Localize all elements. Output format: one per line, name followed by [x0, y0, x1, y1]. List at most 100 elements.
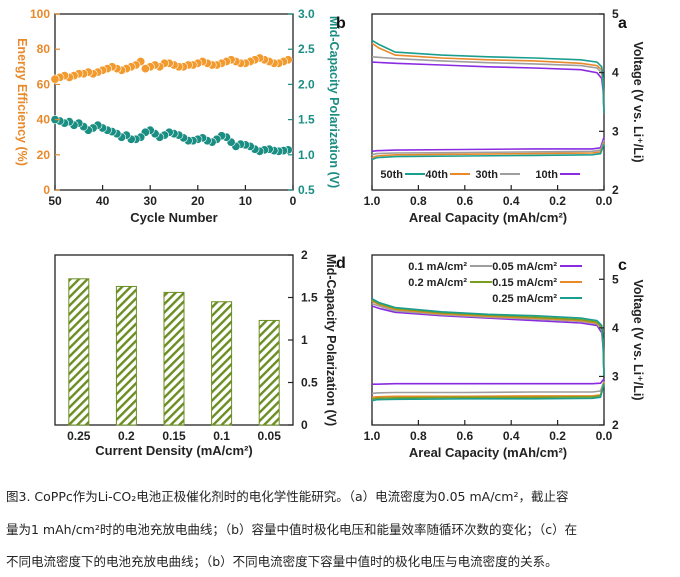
- panel-c-letter: c: [618, 257, 627, 274]
- panel-a-xtick-label: 0.2: [549, 194, 566, 208]
- panel-b-xtick-label: 30: [144, 194, 158, 208]
- panel-d-xtick-label: 0.2: [118, 429, 135, 443]
- panel-b-xtick-label: 40: [96, 194, 110, 208]
- panel-c-xtick-label: 0.6: [456, 429, 473, 443]
- series-5-discharge-curve: [371, 383, 605, 402]
- polarization-bar: [211, 301, 233, 426]
- panel-b-left-tick-label: 0: [43, 183, 50, 197]
- efficiency-point: [50, 74, 60, 84]
- panel-b-right-tick-label: 2.5: [298, 42, 315, 56]
- panel-d-xtick-label: 0.05: [258, 429, 282, 443]
- panel-d-ylabel: Mid-Capacity Polarization (V): [324, 254, 338, 426]
- panel-a-ytick-label: 5: [612, 7, 619, 21]
- panel-a-ytick-label: 4: [612, 66, 619, 80]
- panel-c-xtick-label: 0.0: [596, 429, 613, 443]
- efficiency-point: [140, 64, 150, 74]
- panel-b-right-tick-label: 1.5: [298, 113, 315, 127]
- panel-d-xtick-label: 0.25: [67, 429, 91, 443]
- panel-c-xtick-label: 0.2: [549, 429, 566, 443]
- panel-a-letter: a: [618, 15, 627, 32]
- panel-c-ylabel: Voltage (V vs. Li⁺/Li): [631, 280, 645, 401]
- series-3-discharge-curve: [371, 142, 605, 159]
- panel-c-ytick-label: 3: [612, 369, 619, 383]
- legend-label-1: 0.05 mA/cm²: [492, 261, 557, 273]
- panel-b-left-tick-label: 60: [37, 77, 51, 91]
- polarization-bar: [163, 291, 185, 426]
- panel-d-letter: d: [336, 255, 346, 272]
- panel-b-right-tick-label: 3.0: [298, 7, 315, 21]
- series-4-discharge-curve: [371, 143, 605, 161]
- panel-c-rate-profiles: 0.0 0.2 0.4 0.6 0.8 1.0 2 3 4 5 Areal Capacity (mA…: [364, 254, 645, 460]
- panel-c-ytick-label: 4: [612, 321, 619, 335]
- panel-b-frame: [54, 13, 294, 191]
- panel-a-ytick-label: 2: [612, 183, 619, 197]
- series-3-discharge-curve: [371, 382, 605, 399]
- panel-a-xlabel: Areal Capacity (mAh/cm²): [409, 210, 567, 225]
- series-2-discharge-curve: [371, 381, 605, 395]
- legend-label-4: 50th: [380, 169, 403, 181]
- legend-label-5: 0.25 mA/cm²: [492, 293, 557, 305]
- polarization-bar: [115, 285, 137, 426]
- panel-d-xtick-label: 0.1: [213, 429, 230, 443]
- panel-a-ytick-label: 3: [612, 124, 619, 138]
- panel-a-voltage-profiles: 0.0 0.2 0.4 0.6 0.8 1.0 2 3 4 5 Areal Capacity (mA…: [364, 7, 645, 225]
- panel-a-xtick-label: 0.8: [410, 194, 427, 208]
- panel-b-efficiency-polarization: 010203040500204060801000.51.01.52.02.53.…: [15, 7, 346, 225]
- panel-b-left-tick-label: 40: [37, 113, 51, 127]
- panel-b-xlabel: Cycle Number: [130, 210, 217, 225]
- panel-b-xtick-label: 10: [239, 194, 253, 208]
- polarization-bar: [68, 278, 90, 426]
- panel-a-xtick-label: 0.0: [596, 194, 613, 208]
- panel-d-ytick-label: 2: [301, 248, 308, 262]
- legend-label-2: 30th: [475, 169, 498, 181]
- panel-d-ytick-label: 0: [301, 418, 308, 432]
- panel-b-xtick-label: 20: [191, 194, 205, 208]
- series-4-discharge-curve: [371, 382, 605, 400]
- legend-label-1: 10th: [535, 169, 558, 181]
- panel-d-polarization-bars: 0.05 0.1 0.15 0.2 0.25 0 0.5 1 1.5 2 Current Densi…: [54, 248, 346, 458]
- panel-b-left-tick-label: 80: [37, 42, 51, 56]
- panel-b-right-tick-label: 0.5: [298, 183, 315, 197]
- series-3-charge-curve: [371, 42, 605, 114]
- panel-b-right-tick-label: 2.0: [298, 77, 315, 91]
- legend-label-3: 40th: [425, 169, 448, 181]
- figure: 0.0 0.2 0.4 0.6 0.8 1.0 2 3 4 5 Areal Capacity (mA…: [15, 7, 645, 460]
- panel-b-xtick-label: 50: [48, 194, 62, 208]
- series-1-discharge-curve: [371, 136, 605, 153]
- series-2-charge-curve: [371, 56, 605, 114]
- legend-label-4: 0.2 mA/cm²: [408, 277, 467, 289]
- figure-caption-line-2: 量为1 mAh/cm²时的电池充放电曲线；（b）容量中值时极化电压和能量效率随循…: [6, 522, 578, 537]
- panel-d-ytick-label: 1: [301, 333, 308, 347]
- series-1-charge-curve: [371, 61, 605, 114]
- panel-a-xtick-label: 1.0: [364, 194, 381, 208]
- polarization-bar: [258, 319, 280, 426]
- panel-d-xtick-label: 0.15: [162, 429, 186, 443]
- panel-b-right-tick-label: 1.0: [298, 148, 315, 162]
- series-5-charge-curve: [371, 298, 605, 377]
- series-4-charge-curve: [371, 39, 605, 114]
- figure-caption-line-1: 图3. CoPPc作为Li-CO₂电池正极催化剂时的电化学性能研究。（a）电流密…: [6, 489, 569, 504]
- series-1-discharge-curve: [372, 378, 605, 385]
- panel-c-xtick-label: 0.4: [503, 429, 520, 443]
- panel-b-right-ylabel: Mid-Capacity Polarization (V): [327, 16, 341, 188]
- panel-c-ytick-label: 2: [612, 418, 619, 432]
- figure-caption-line-3: 不同电流密度下的电池充放电曲线；（b）不同电流密度下容量中值时的极化电压与电流密…: [6, 554, 558, 569]
- series-2-discharge-curve: [371, 139, 605, 156]
- panel-a-xtick-label: 0.4: [503, 194, 520, 208]
- panel-b-left-ylabel: Energy Efficiency (%): [15, 38, 29, 166]
- panel-c-xtick-label: 1.0: [364, 429, 381, 443]
- panel-b-left-tick-label: 100: [30, 7, 50, 21]
- panel-d-ytick-label: 0.5: [301, 376, 318, 390]
- legend-label-3: 0.15 mA/cm²: [492, 277, 557, 289]
- panel-c-xlabel: Areal Capacity (mAh/cm²): [409, 445, 567, 460]
- panel-d-ytick-label: 1.5: [301, 291, 318, 305]
- panel-a-xtick-label: 0.6: [456, 194, 473, 208]
- panel-a-frame: [371, 13, 605, 191]
- panel-b-letter: b: [336, 15, 346, 32]
- panel-b-xtick-label: 0: [290, 194, 297, 208]
- panel-a-ylabel: Voltage (V vs. Li⁺/Li): [631, 42, 645, 163]
- panel-c-frame: [371, 254, 605, 426]
- legend-label-2: 0.1 mA/cm²: [408, 261, 467, 273]
- panel-c-ytick-label: 5: [612, 272, 619, 286]
- panel-c-xtick-label: 0.8: [410, 429, 427, 443]
